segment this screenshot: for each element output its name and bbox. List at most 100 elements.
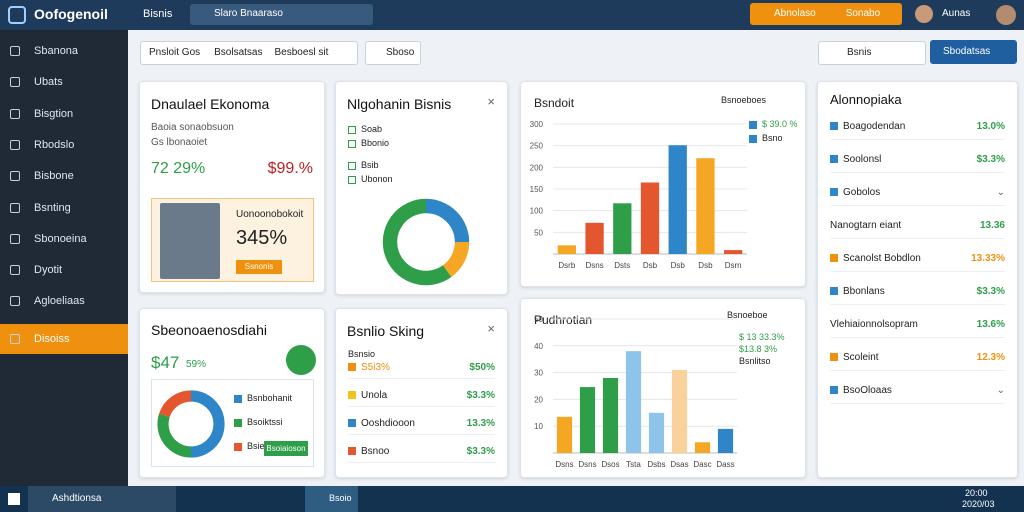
nav-icon bbox=[10, 46, 20, 56]
row-label: Scoleint bbox=[843, 352, 879, 363]
stat: $99.% bbox=[267, 160, 313, 177]
label: Besboesl sit bbox=[274, 47, 329, 58]
list-item: Ubonon bbox=[348, 174, 393, 184]
app-name: Bisnis bbox=[143, 8, 173, 20]
profile-button[interactable]: Ssnonis bbox=[236, 260, 282, 274]
panel-row: Gobolos ⌄ bbox=[830, 180, 1005, 206]
nav-label: Sbonoeina bbox=[34, 232, 87, 245]
nav-label: Ubats bbox=[34, 76, 63, 89]
y-tick-label: 300 bbox=[530, 120, 544, 129]
legend-swatch bbox=[234, 394, 242, 403]
avatar[interactable] bbox=[915, 5, 933, 23]
nav-icon bbox=[10, 265, 20, 276]
nav-icon bbox=[10, 233, 20, 244]
x-tick-label: Dsb bbox=[698, 261, 713, 270]
row-value: $3.3% bbox=[976, 154, 1005, 165]
nav-item[interactable]: Bisbone bbox=[0, 161, 128, 191]
logo: Oofogenoil bbox=[34, 6, 108, 22]
close-icon[interactable]: × bbox=[487, 94, 495, 109]
filter-bar[interactable]: Pnsloit Gos Bsolsatsas Besboesl sit bbox=[140, 41, 358, 65]
bar bbox=[585, 222, 604, 254]
close-icon[interactable]: × bbox=[487, 321, 495, 336]
profile-title: Uonoonobokoit bbox=[236, 209, 304, 220]
row-label: Soolonsl bbox=[843, 154, 882, 165]
nav-item[interactable]: Agloeliaas bbox=[0, 286, 128, 316]
nav-item[interactable]: Bsnting bbox=[0, 193, 128, 223]
profile-value: 345% bbox=[236, 227, 288, 249]
legend-item: $ 39.0 % bbox=[749, 119, 798, 129]
x-tick-label: Dass bbox=[716, 460, 734, 469]
card: Sbeonoaenosdiahi $47 59% Bsnbohanit Bsoik… bbox=[139, 308, 325, 478]
row-value: $50% bbox=[469, 362, 495, 373]
select[interactable]: Bsnoeboe bbox=[727, 310, 768, 320]
nav-icon bbox=[10, 202, 20, 213]
nav-item[interactable]: Dyotit bbox=[0, 255, 128, 285]
legend-item: $ 13 33.3% bbox=[739, 332, 785, 342]
check-box bbox=[348, 139, 356, 148]
row-icon bbox=[348, 391, 356, 400]
nav-icon bbox=[10, 108, 20, 119]
bar bbox=[717, 428, 734, 453]
top-bar: Oofogenoil Bisnis Slaro Bnaaraso Abnolas… bbox=[0, 0, 1024, 30]
task-app[interactable]: Bsoio bbox=[305, 486, 358, 512]
side-panel: Alonnopiaka Boagodendan 13.0% Soolonsl $3.3… bbox=[817, 81, 1018, 478]
select[interactable]: Bsnoeboes bbox=[721, 95, 767, 105]
table-row: Ooshdiooon 13.3% bbox=[348, 413, 495, 435]
y-tick-label: 200 bbox=[530, 163, 544, 172]
x-tick-label: Dsrb bbox=[558, 261, 575, 270]
nav-item[interactable]: Sbanona bbox=[0, 36, 128, 66]
card-title: Dnaulael Ekonoma bbox=[151, 96, 270, 112]
stat-sub: 59% bbox=[186, 359, 207, 370]
y-tick-label: 30 bbox=[534, 369, 543, 378]
row-value: 12.3% bbox=[976, 352, 1005, 363]
search-box[interactable]: Bsnis bbox=[818, 41, 926, 65]
donut bbox=[382, 198, 470, 286]
card-title: Bsndoit bbox=[534, 96, 575, 110]
row-icon bbox=[830, 122, 838, 131]
nav-item[interactable]: Sbonoeina bbox=[0, 224, 128, 254]
card: Nlgohanin Bisnis × Soab Bbonio Bsib Ubonon bbox=[335, 81, 508, 295]
list-item: Bbonio bbox=[348, 138, 389, 148]
card: Bsnlio Sking × Bsnsio S5i3% $50% Unola $3.3… bbox=[335, 308, 508, 478]
bar-chart: 50 100 150 200 250 300 Dsrb Dsns Dsts Dsb Dsb Dsb Ds… bbox=[530, 120, 747, 270]
donut-segment bbox=[425, 198, 470, 243]
nav-label: Bsnting bbox=[34, 201, 71, 214]
row-icon bbox=[830, 254, 838, 263]
label: $ 39.0 % bbox=[762, 119, 798, 129]
nav-label: Rbodslo bbox=[34, 138, 75, 151]
panel-title: Alonnopiaka bbox=[830, 92, 902, 107]
item-label: Bsib bbox=[361, 160, 379, 170]
card: Bsndoit Bsnoeboes $ 39.0 % Bsno 50 100 150… bbox=[520, 81, 806, 287]
nav-item[interactable]: Bisgtion bbox=[0, 99, 128, 129]
x-tick-label: Tsta bbox=[626, 460, 641, 469]
user-name: Aunas bbox=[942, 8, 971, 19]
x-tick-label: Dsas bbox=[670, 460, 688, 469]
start-button[interactable] bbox=[8, 493, 20, 505]
row-icon bbox=[830, 287, 838, 296]
x-tick-label: Dsts bbox=[614, 261, 630, 270]
row-label: Unola bbox=[361, 390, 388, 401]
nav-item[interactable]: Disoiss bbox=[0, 323, 128, 354]
x-tick-label: Dsbs bbox=[647, 460, 665, 469]
avatar[interactable] bbox=[996, 5, 1016, 25]
panel-row: Boagodendan 13.0% bbox=[830, 114, 1005, 140]
nav-icon bbox=[10, 139, 20, 150]
nav-label: Sbanona bbox=[34, 45, 79, 57]
bar bbox=[640, 182, 660, 254]
search-box[interactable]: Slaro Bnaaraso bbox=[190, 4, 373, 25]
taskbar-search[interactable]: Ashdtionsa bbox=[28, 486, 176, 512]
bar bbox=[671, 369, 688, 453]
y-tick-label: 250 bbox=[530, 142, 544, 151]
card: Dnaulael Ekonoma Baoia sonaobsuon Gs lbo… bbox=[139, 81, 325, 293]
orange-button[interactable]: Abnolaso Sonabo bbox=[750, 3, 902, 25]
action-button[interactable]: Sboso bbox=[365, 41, 421, 65]
legend-swatch bbox=[234, 442, 242, 451]
nav-item[interactable]: Rbodslo bbox=[0, 130, 128, 160]
legend-button[interactable]: Bsoiaioson bbox=[264, 441, 308, 456]
x-tick-label: Dsns bbox=[578, 460, 596, 469]
primary-button[interactable]: Sbodatsas bbox=[930, 40, 1017, 64]
nav-item[interactable]: Ubats bbox=[0, 67, 128, 97]
stat: 72 29% bbox=[151, 160, 206, 177]
x-tick-label: Dsns bbox=[585, 261, 603, 270]
